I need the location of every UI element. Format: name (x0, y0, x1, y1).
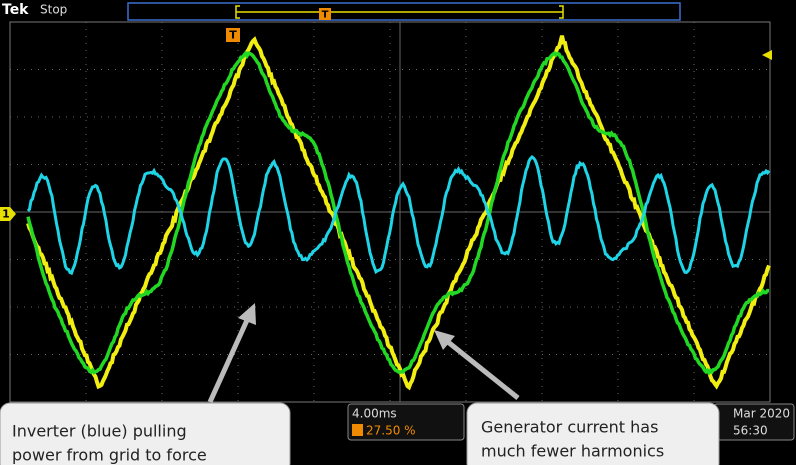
trigger-position: 27.50 % (366, 424, 416, 438)
callout-text: Generator current has (481, 418, 658, 437)
status: Stop (40, 3, 67, 17)
callout-text: power from grid to force (12, 446, 207, 465)
trigger-marker: T (229, 29, 237, 42)
callout-text: Inverter (blue) pulling (12, 422, 187, 441)
trigger-icon-small (352, 424, 363, 436)
channel-marker: 1 (2, 208, 10, 221)
time: 56:30 (733, 424, 768, 438)
callout-text: much fewer harmonics (481, 442, 664, 461)
brand: Tek (2, 2, 29, 18)
date: Mar 2020 (733, 407, 790, 421)
timebase: 4.00ms (352, 407, 397, 421)
page: Tek Stop T T 1 4.00ms 27.50 % Mar 2020 5… (0, 0, 796, 465)
scope-screen: Tek Stop T T 1 4.00ms 27.50 % Mar 2020 5… (0, 0, 796, 465)
background (0, 0, 796, 465)
trigger-marker: T (322, 10, 329, 21)
